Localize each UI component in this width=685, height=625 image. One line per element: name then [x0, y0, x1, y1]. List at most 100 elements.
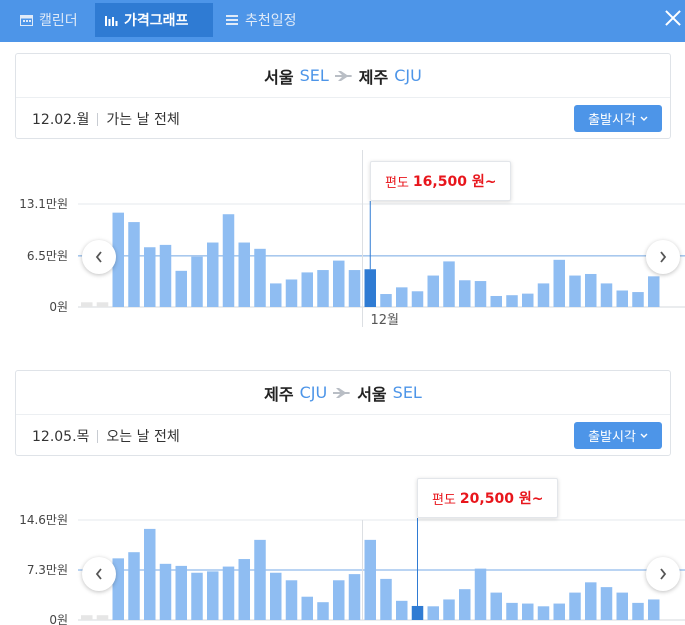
price-bar[interactable] — [317, 270, 329, 307]
price-bar[interactable] — [459, 280, 471, 307]
price-bar[interactable] — [506, 295, 518, 307]
price-bar[interactable] — [648, 599, 660, 620]
price-bar[interactable] — [364, 539, 377, 620]
month-label: 12월 — [371, 313, 400, 328]
price-bar[interactable] — [238, 242, 251, 307]
chart-prev-button[interactable] — [82, 240, 116, 274]
price-bar[interactable] — [333, 260, 345, 307]
price-bar[interactable] — [144, 528, 156, 620]
price-bar[interactable] — [222, 566, 235, 620]
price-bar[interactable] — [443, 599, 455, 620]
tab-recommended-label: 추천일정 — [245, 13, 297, 29]
price-bar[interactable] — [285, 580, 298, 620]
price-bar[interactable] — [270, 572, 282, 620]
price-bar[interactable] — [112, 212, 125, 307]
outbound-route-title: 서울 SEL 제주 CJU — [16, 54, 670, 98]
price-bar[interactable] — [537, 606, 550, 620]
tooltip-prefix: 편도 — [432, 492, 456, 508]
price-bar[interactable] — [600, 587, 613, 620]
price-bar[interactable] — [459, 589, 471, 620]
price-bar-selected[interactable] — [364, 269, 377, 307]
price-bar[interactable] — [443, 261, 455, 307]
inbound-date-info: 12.05.목 오는 날 전체 — [32, 426, 180, 446]
price-bar[interactable] — [333, 580, 345, 620]
price-bar[interactable] — [159, 563, 172, 620]
inbound-depart-time-button[interactable]: 출발시각 — [574, 422, 662, 449]
price-bar[interactable] — [553, 603, 566, 620]
y-tick-label: 14.6만원 — [19, 513, 68, 527]
price-bar[interactable] — [490, 592, 503, 620]
price-bar[interactable] — [648, 276, 660, 307]
tooltip-price: 20,500 원~ — [459, 491, 544, 507]
price-bar[interactable] — [112, 558, 125, 620]
price-bar[interactable] — [411, 291, 424, 307]
chart-next-button[interactable] — [646, 240, 680, 274]
outbound-route-card: 서울 SEL 제주 CJU 12.02.월 가는 날 전체 출발시각 — [15, 53, 671, 139]
price-bar[interactable] — [396, 600, 408, 620]
price-bar[interactable] — [254, 539, 266, 620]
close-icon[interactable] — [663, 8, 683, 28]
tooltip-price: 16,500 원~ — [412, 174, 497, 190]
price-bar[interactable] — [128, 222, 140, 307]
outbound-depart-time-button[interactable]: 출발시각 — [574, 105, 662, 132]
price-bar[interactable] — [600, 283, 613, 307]
price-bar[interactable] — [632, 292, 644, 307]
price-bar[interactable] — [380, 294, 392, 307]
price-bar[interactable] — [348, 574, 361, 620]
price-bar-disabled[interactable] — [96, 615, 109, 620]
price-bar[interactable] — [301, 596, 314, 620]
price-bar[interactable] — [632, 602, 644, 620]
price-bar[interactable] — [427, 275, 440, 307]
tab-calendar[interactable]: 캘린더 — [10, 3, 88, 37]
tab-calendar-label: 캘린더 — [39, 13, 78, 29]
price-bar[interactable] — [254, 248, 266, 307]
price-bar[interactable] — [569, 275, 581, 307]
price-bar[interactable] — [396, 287, 408, 307]
outbound-range-label: 가는 날 전체 — [106, 112, 180, 128]
price-bar[interactable] — [191, 572, 203, 620]
price-bar[interactable] — [238, 559, 251, 620]
price-bar[interactable] — [537, 283, 550, 307]
price-bar[interactable] — [159, 244, 172, 307]
chart-next-button[interactable] — [646, 557, 680, 591]
price-bar[interactable] — [270, 283, 282, 307]
dest-code: CJU — [394, 66, 422, 85]
price-bar[interactable] — [317, 602, 329, 620]
price-bar[interactable] — [616, 290, 629, 307]
price-bar[interactable] — [585, 582, 597, 620]
price-bar[interactable] — [175, 270, 188, 307]
price-bar[interactable] — [348, 270, 361, 307]
price-bar[interactable] — [585, 273, 597, 307]
price-bar[interactable] — [285, 279, 298, 307]
price-bar[interactable] — [553, 259, 566, 307]
price-bar[interactable] — [506, 602, 518, 620]
price-bar[interactable] — [427, 606, 440, 620]
price-bar[interactable] — [569, 592, 581, 620]
price-bar-disabled[interactable] — [81, 615, 93, 620]
price-bar[interactable] — [207, 242, 219, 307]
price-bar[interactable] — [207, 571, 219, 620]
origin-code: SEL — [299, 66, 329, 85]
price-bar[interactable] — [522, 603, 534, 620]
tab-price-graph[interactable]: 가격그래프 — [95, 3, 213, 37]
price-bar[interactable] — [474, 281, 487, 307]
price-bar[interactable] — [380, 578, 392, 620]
price-bar[interactable] — [474, 568, 487, 620]
price-bar[interactable] — [522, 293, 534, 307]
price-bar[interactable] — [128, 552, 140, 620]
tab-recommended[interactable]: 추천일정 — [216, 3, 307, 37]
price-bar-selected[interactable] — [411, 605, 424, 620]
price-bar[interactable] — [144, 247, 156, 307]
chart-prev-button[interactable] — [82, 557, 116, 591]
price-bar[interactable] — [301, 272, 314, 307]
price-bar[interactable] — [191, 256, 203, 307]
price-bar[interactable] — [616, 592, 629, 620]
chevron-right-icon — [660, 251, 667, 263]
calendar-icon — [20, 14, 33, 26]
price-bar[interactable] — [490, 295, 503, 307]
price-bar-disabled[interactable] — [81, 302, 93, 307]
price-bar[interactable] — [175, 565, 188, 620]
price-bar-disabled[interactable] — [96, 302, 109, 307]
dest-code: SEL — [392, 383, 422, 402]
price-bar[interactable] — [222, 214, 235, 307]
